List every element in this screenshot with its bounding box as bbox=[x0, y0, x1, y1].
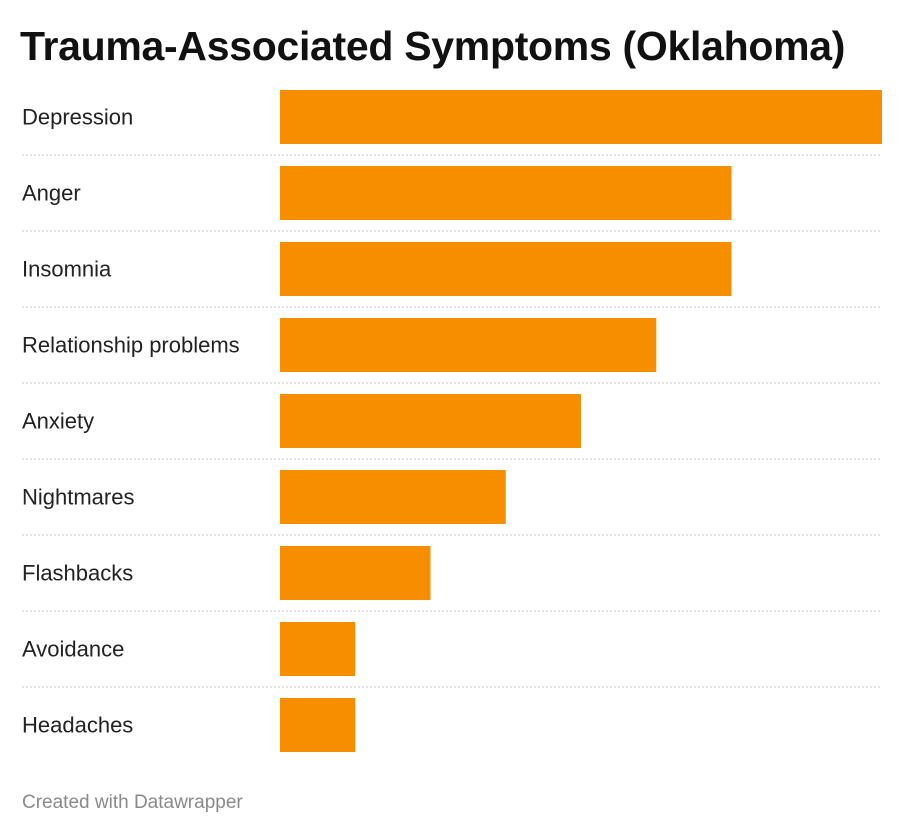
bar-label: Anger bbox=[22, 181, 81, 206]
chart-title: Trauma-Associated Symptoms (Oklahoma) bbox=[20, 23, 846, 69]
bar-label: Flashbacks bbox=[22, 561, 133, 586]
bar-label: Nightmares bbox=[22, 485, 134, 510]
bar-label: Avoidance bbox=[22, 637, 124, 662]
bar-label: Anxiety bbox=[22, 409, 94, 434]
bar-nightmares bbox=[280, 470, 506, 524]
bar-flashbacks bbox=[280, 546, 431, 600]
bar-label: Insomnia bbox=[22, 257, 112, 282]
bar-relationship-problems bbox=[280, 318, 657, 372]
bar-anxiety bbox=[280, 394, 581, 448]
bar-avoidance bbox=[280, 622, 356, 676]
bar-insomnia bbox=[280, 242, 732, 296]
bar-chart: Depression Anger Insomnia Relationship prob… bbox=[22, 90, 882, 752]
datawrapper-credit: Created with Datawrapper bbox=[22, 792, 243, 813]
bar-label: Relationship problems bbox=[22, 333, 240, 358]
bar-label: Headaches bbox=[22, 713, 133, 738]
bar-headaches bbox=[280, 698, 356, 752]
bar-label: Depression bbox=[22, 105, 133, 130]
bar-depression bbox=[280, 90, 882, 144]
bar-anger bbox=[280, 166, 732, 220]
